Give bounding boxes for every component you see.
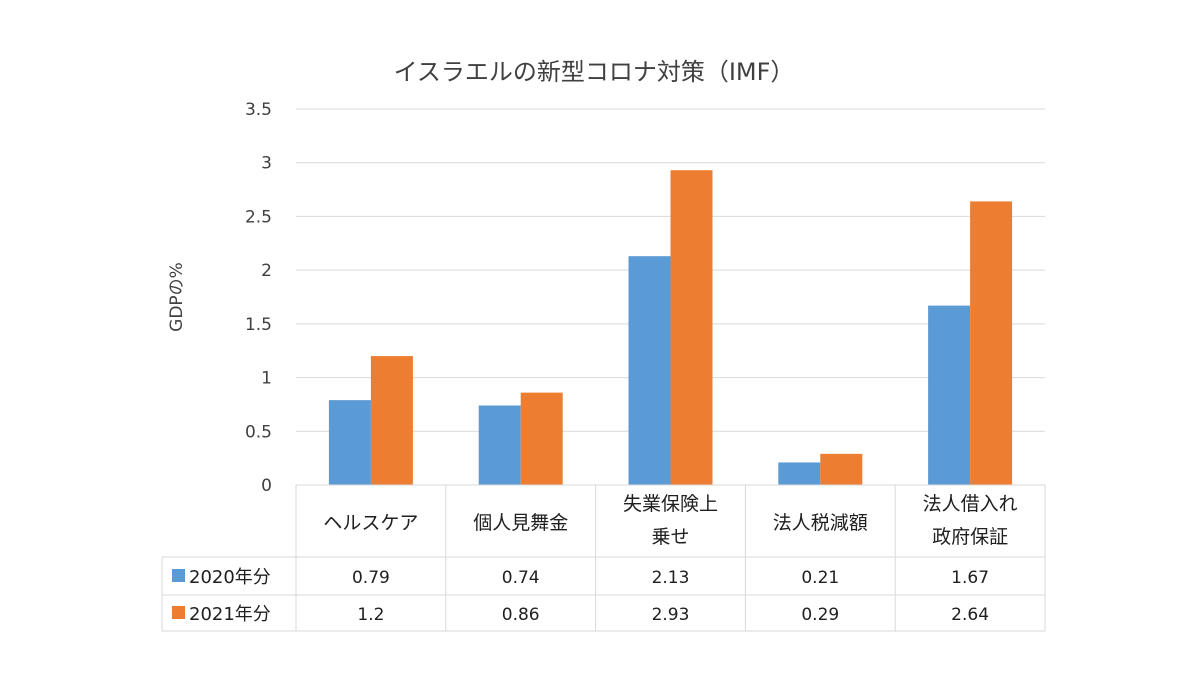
chart-title: イスラエルの新型コロナ対策（IMF）: [394, 58, 795, 86]
y-axis-label: GDPの%: [167, 262, 187, 332]
data-label: 1.2: [357, 605, 384, 625]
y-tick-label: 3.5: [245, 100, 272, 120]
legend-key-2021: [172, 606, 185, 619]
bar-2021: [820, 453, 863, 485]
bar-2020: [328, 400, 371, 485]
y-tick-label: 2.5: [245, 207, 272, 227]
legend-key-2020: [172, 569, 185, 582]
bars: [328, 170, 1013, 486]
data-label: 1.67: [951, 568, 989, 588]
x-category-label: ヘルスケア: [323, 512, 418, 534]
y-tick-label: 3: [261, 154, 272, 174]
data-label: 0.74: [502, 568, 540, 588]
bar-2020: [928, 305, 971, 485]
bar-2021: [970, 201, 1013, 486]
bar-2021: [670, 170, 713, 485]
y-tick-label: 2: [261, 261, 272, 281]
legend-label: 2020年分: [189, 567, 271, 588]
x-category-label: 政府保証: [932, 526, 1008, 548]
data-label: 0.86: [502, 605, 540, 625]
data-label: 0.29: [801, 605, 839, 625]
bar-2020: [478, 405, 521, 485]
x-category-label: 個人見舞金: [473, 512, 568, 534]
y-tick-label: 1.5: [245, 315, 272, 335]
x-category-label: 法人借入れ: [923, 493, 1018, 515]
y-tick-label: 0.5: [245, 422, 272, 442]
data-label: 2.64: [951, 605, 989, 625]
data-label: 2.93: [652, 605, 690, 625]
x-category-label: 法人税減額: [773, 512, 868, 534]
bar-2020: [778, 462, 821, 485]
data-label: 0.21: [801, 568, 839, 588]
data-label: 0.79: [352, 568, 390, 588]
legend-label: 2021年分: [189, 604, 271, 625]
data-label: 2.13: [652, 568, 690, 588]
y-tick-label: 0: [261, 476, 272, 496]
x-category-label: 失業保険上: [623, 493, 718, 515]
y-axis-ticks: 0 0.5 1 1.5 2 2.5 3 3.5: [245, 100, 272, 496]
bar-2021: [370, 356, 413, 485]
bar-2020: [628, 256, 671, 485]
bar-2021: [520, 392, 563, 485]
y-tick-label: 1: [261, 369, 272, 389]
x-category-label: 乗せ: [651, 526, 689, 548]
